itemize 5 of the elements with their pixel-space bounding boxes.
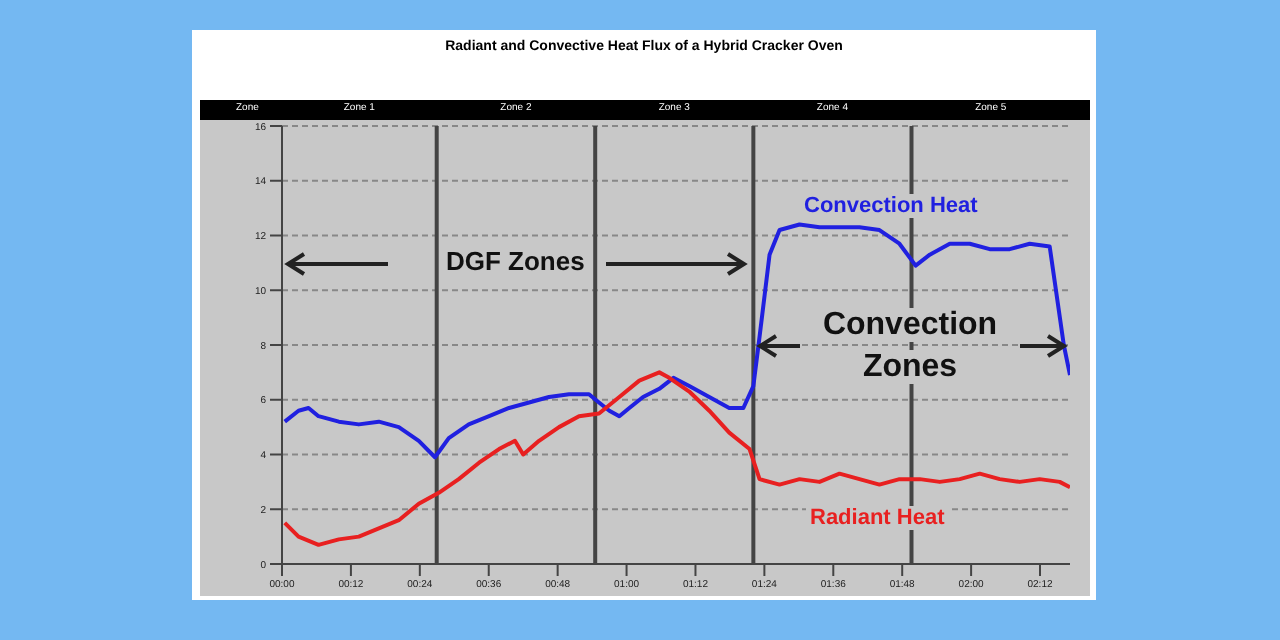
series-label: Convection Heat	[800, 194, 982, 218]
annotation: DGF Zones	[446, 246, 585, 276]
series-label: Radiant Heat	[806, 506, 949, 530]
annotation: Convection Zones	[818, 308, 1002, 384]
line-series	[282, 222, 1070, 460]
